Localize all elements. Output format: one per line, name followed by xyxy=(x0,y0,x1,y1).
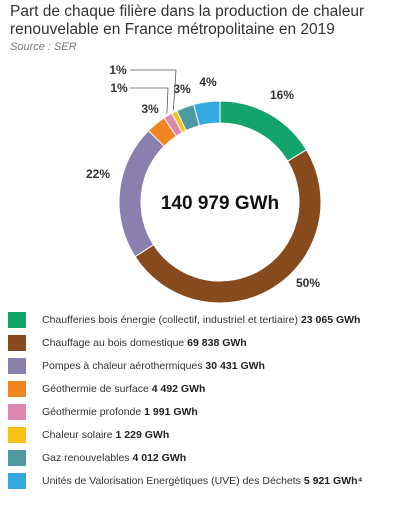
legend-series-name: Gaz renouvelables xyxy=(42,452,133,464)
legend-series-value: 69 838 GWh xyxy=(187,337,247,349)
donut-slice-7 xyxy=(193,100,221,127)
legend-swatch xyxy=(8,335,26,351)
chart-source: Source : SER xyxy=(10,41,77,53)
donut-chart: 16% 50% 22% 3% 1% 1% 3% 4% 140 979 GWh xyxy=(86,63,322,304)
legend-series-value: 1 229 GWh xyxy=(115,429,170,441)
legend-label: Chaleur solaire 1 229 GWh xyxy=(42,429,169,441)
donut-slice-2 xyxy=(118,129,165,258)
slice-percent-label-2: 22% xyxy=(86,167,110,181)
donut-slice-1 xyxy=(134,149,322,304)
legend-series-value: 23 065 GWh xyxy=(300,314,361,326)
slice-percent-label-0: 16% xyxy=(270,88,294,102)
slice-percent-label-1: 50% xyxy=(296,276,320,290)
donut-slice-0 xyxy=(219,100,308,162)
legend-series-value: 4 492 GWh xyxy=(151,383,206,395)
legend-swatch xyxy=(8,381,26,397)
legend-item: Géothermie de surface 4 492 GWh xyxy=(8,379,205,399)
legend-series-value: 1 991 GWh xyxy=(144,406,198,418)
legend-series-name: Chaufferies bois énergie (collectif, ind… xyxy=(42,314,301,326)
legend-item: Chauffage au bois domestique 69 838 GWh xyxy=(8,333,247,353)
legend-series-name: Chauffage au bois domestique xyxy=(42,337,188,349)
legend-item: Unités de Valorisation Energétiques (UVE… xyxy=(8,471,363,491)
legend-series-name: Chaleur solaire xyxy=(42,429,116,441)
legend-series-name: Géothermie de surface xyxy=(42,383,152,395)
legend-swatch xyxy=(8,404,26,420)
legend-swatch xyxy=(8,358,26,374)
legend-label: Pompes à chaleur aérothermiques 30 431 G… xyxy=(42,360,265,372)
leader-line-5 xyxy=(130,69,177,111)
legend-swatch xyxy=(8,450,26,466)
legend-label: Géothermie de surface 4 492 GWh xyxy=(42,383,205,395)
slice-percent-label-3: 3% xyxy=(141,102,159,116)
legend-item: Chaufferies bois énergie (collectif, ind… xyxy=(8,310,360,330)
legend-swatch xyxy=(8,427,26,443)
slice-percent-label-6: 3% xyxy=(173,82,191,96)
slice-percent-label-4: 1% xyxy=(110,81,128,95)
legend-item: Géothermie profonde 1 991 GWh xyxy=(8,402,198,422)
legend-item: Pompes à chaleur aérothermiques 30 431 G… xyxy=(8,356,265,376)
legend-item: Chaleur solaire 1 229 GWh xyxy=(8,425,169,445)
legend-swatch xyxy=(8,312,26,328)
legend-label: Géothermie profonde 1 991 GWh xyxy=(42,406,198,418)
slice-percent-label-7: 4% xyxy=(199,75,217,89)
legend-item: Gaz renouvelables 4 012 GWh xyxy=(8,448,186,468)
legend-label: Chauffage au bois domestique 69 838 GWh xyxy=(42,337,247,349)
donut-center-total: 140 979 GWh xyxy=(161,193,279,214)
legend-series-value: 5 921 GWh⁴ xyxy=(303,475,363,487)
legend-swatch xyxy=(8,473,26,489)
legend-series-name: Unités de Valorisation Energétiques (UVE… xyxy=(42,475,304,487)
legend-series-value: 4 012 GWh xyxy=(132,452,187,464)
chart-title: Part de chaque filière dans la productio… xyxy=(10,3,365,38)
legend-series-value: 30 431 GWh xyxy=(205,360,265,372)
legend-label: Chaufferies bois énergie (collectif, ind… xyxy=(42,314,360,326)
legend-series-name: Géothermie profonde xyxy=(42,406,145,418)
legend-label: Unités de Valorisation Energétiques (UVE… xyxy=(42,475,363,487)
slice-percent-label-5: 1% xyxy=(109,63,127,77)
legend-label: Gaz renouvelables 4 012 GWh xyxy=(42,452,186,464)
legend-series-name: Pompes à chaleur aérothermiques xyxy=(42,360,206,372)
leader-line-4 xyxy=(130,87,169,114)
